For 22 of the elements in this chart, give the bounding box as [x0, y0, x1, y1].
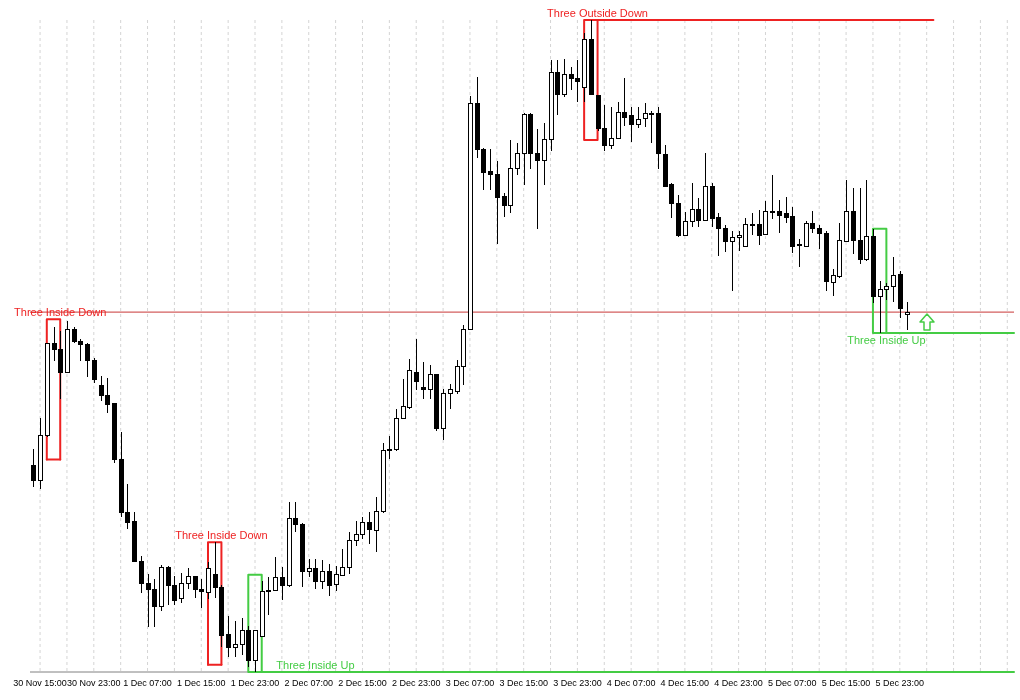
x-tick-label: 1 Dec 15:00 [177, 678, 226, 688]
x-tick-label: 30 Nov 15:00 [13, 678, 67, 688]
x-tick-label: 2 Dec 23:00 [391, 678, 441, 688]
annotation: Three Inside Down [14, 306, 107, 319]
x-tick-label: 4 Dec 23:00 [714, 678, 763, 688]
x-tick-label: 30 Nov 23:00 [67, 678, 121, 688]
annotation: Three Inside Up [847, 333, 926, 346]
x-tick-label: 3 Dec 15:00 [499, 678, 548, 688]
x-tick-label: 2 Dec 15:00 [338, 678, 387, 688]
x-tick-label: 4 Dec 07:00 [606, 678, 656, 688]
x-tick-label: 3 Dec 23:00 [553, 678, 602, 688]
x-tick-label: 1 Dec 23:00 [230, 678, 280, 688]
x-tick-label: 5 Dec 07:00 [768, 678, 817, 688]
annotation: Three Inside Down [175, 529, 268, 542]
annotation: Three Inside Up [276, 659, 355, 671]
x-tick-label: 3 Dec 07:00 [445, 678, 495, 688]
annotation: Three Outside Down [547, 7, 649, 19]
x-tick-label: 5 Dec 23:00 [875, 678, 925, 688]
x-tick-label: 1 Dec 07:00 [123, 678, 172, 688]
x-tick-label: 4 Dec 15:00 [660, 678, 710, 688]
x-tick-label: 2 Dec 07:00 [284, 678, 334, 688]
x-tick-label: 5 Dec 15:00 [821, 678, 871, 688]
